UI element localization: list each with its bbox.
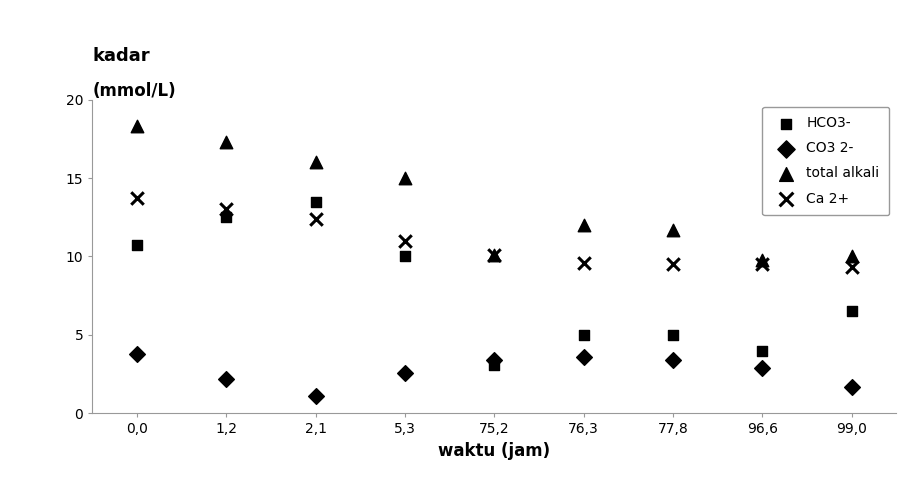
Text: (mmol/L): (mmol/L) xyxy=(92,82,176,100)
total alkali xyxy=(845,252,859,260)
HCO3- xyxy=(577,331,591,339)
total alkali xyxy=(665,226,680,234)
total alkali xyxy=(309,158,323,166)
CO3 2- xyxy=(665,356,680,364)
total alkali xyxy=(577,221,591,229)
Ca 2+ xyxy=(487,251,502,259)
Ca 2+ xyxy=(309,215,323,223)
HCO3- xyxy=(665,331,680,339)
Ca 2+ xyxy=(755,260,770,268)
total alkali xyxy=(755,255,770,263)
CO3 2- xyxy=(577,353,591,361)
Text: kadar: kadar xyxy=(92,47,150,65)
Ca 2+ xyxy=(219,205,234,213)
HCO3- xyxy=(845,307,859,315)
Legend: HCO3-, CO3 2-, total alkali, Ca 2+: HCO3-, CO3 2-, total alkali, Ca 2+ xyxy=(762,107,889,215)
CO3 2- xyxy=(397,369,412,376)
X-axis label: waktu (jam): waktu (jam) xyxy=(438,442,551,460)
total alkali xyxy=(219,138,234,146)
total alkali xyxy=(397,174,412,182)
Ca 2+ xyxy=(397,237,412,245)
HCO3- xyxy=(129,242,144,249)
CO3 2- xyxy=(219,375,234,383)
CO3 2- xyxy=(845,382,859,390)
HCO3- xyxy=(309,198,323,206)
HCO3- xyxy=(397,252,412,260)
Ca 2+ xyxy=(129,194,144,202)
HCO3- xyxy=(487,361,502,369)
Ca 2+ xyxy=(577,259,591,267)
Ca 2+ xyxy=(665,260,680,268)
Ca 2+ xyxy=(845,263,859,271)
CO3 2- xyxy=(487,356,502,364)
CO3 2- xyxy=(129,350,144,358)
HCO3- xyxy=(219,213,234,221)
CO3 2- xyxy=(309,392,323,400)
total alkali xyxy=(129,123,144,130)
total alkali xyxy=(487,251,502,259)
HCO3- xyxy=(755,347,770,355)
CO3 2- xyxy=(755,364,770,372)
